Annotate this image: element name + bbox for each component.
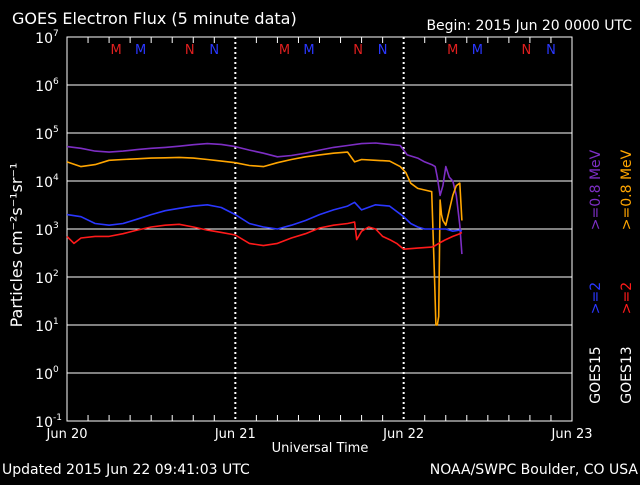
marker-label: M: [110, 43, 121, 58]
y-tick-exponent: 3: [53, 221, 59, 231]
y-tick-exponent: -1: [53, 413, 62, 423]
marker-label: M: [279, 43, 290, 58]
credit: NOAA/SWPC Boulder, CO USA: [430, 462, 639, 478]
marker-label: N: [185, 43, 195, 58]
marker-label: N: [209, 43, 219, 58]
y-tick-label: 10: [35, 127, 53, 143]
y-tick-exponent: 4: [53, 173, 59, 183]
y-tick-label: 10: [35, 79, 53, 95]
y-tick-label: 10: [35, 175, 53, 191]
y-tick-label: 10: [35, 31, 53, 47]
series-line-goes13_gt2: [66, 221, 463, 250]
y-tick-label: 10: [35, 319, 53, 335]
y-tick-label: 10: [35, 415, 53, 431]
y-tick-label: 10: [35, 223, 53, 239]
marker-label: M: [303, 43, 314, 58]
y-tick-exponent: 0: [53, 365, 59, 375]
series-line-goes15_gt2: [66, 201, 463, 232]
marker-label: M: [135, 43, 146, 58]
series-line-goes13_gt08: [66, 151, 463, 326]
y-tick-exponent: 2: [53, 269, 59, 279]
gridlines: [67, 84, 572, 374]
y-tick-exponent: 7: [53, 29, 59, 39]
begin-time: Begin: 2015 Jun 20 0000 UTC: [426, 18, 632, 34]
legend-goes13: GOES13: [619, 346, 635, 403]
series-lines: [66, 142, 463, 326]
marker-label: M: [472, 43, 483, 58]
y-tick-exponent: 5: [53, 125, 59, 135]
y-tick-exponent: 1: [53, 317, 59, 327]
y-tick-label: 10: [35, 367, 53, 383]
marker-label: N: [353, 43, 363, 58]
y-tick-label: 10: [35, 271, 53, 287]
x-tick-label: Jun 22: [382, 427, 424, 442]
x-tick-label: Jun 20: [46, 427, 88, 442]
x-tick-labels: Jun 20 Jun 21 Jun 22 Jun 23: [46, 37, 593, 442]
chart-title: GOES Electron Flux (5 minute data): [12, 9, 297, 28]
legend-goes15-gt2: >=2: [588, 282, 604, 314]
legend: >=0.8 MeV >=0.8 MeV >=2 >=2 GOES15 GOES1…: [588, 149, 635, 403]
x-tick-label: Jun 23: [551, 427, 593, 442]
series-line-goes15_gt08: [66, 142, 463, 255]
marker-label: N: [546, 43, 556, 58]
day-dividers: [234, 37, 405, 421]
x-tick-label: Jun 21: [214, 427, 256, 442]
marker-label: N: [378, 43, 388, 58]
legend-goes13-gt08: >=0.8 MeV: [619, 149, 635, 230]
legend-goes13-gt2: >=2: [619, 282, 635, 314]
x-axis-label: Universal Time: [272, 441, 369, 456]
marker-label: N: [522, 43, 532, 58]
marker-label: M: [447, 43, 458, 58]
y-tick-exponent: 6: [53, 77, 59, 87]
legend-goes15-gt08: >=0.8 MeV: [588, 149, 604, 230]
y-axis-label: Particles cm⁻²s⁻¹sr⁻¹: [7, 163, 26, 328]
updated-timestamp: Updated 2015 Jun 22 09:41:03 UTC: [2, 462, 250, 478]
legend-goes15: GOES15: [588, 346, 604, 403]
